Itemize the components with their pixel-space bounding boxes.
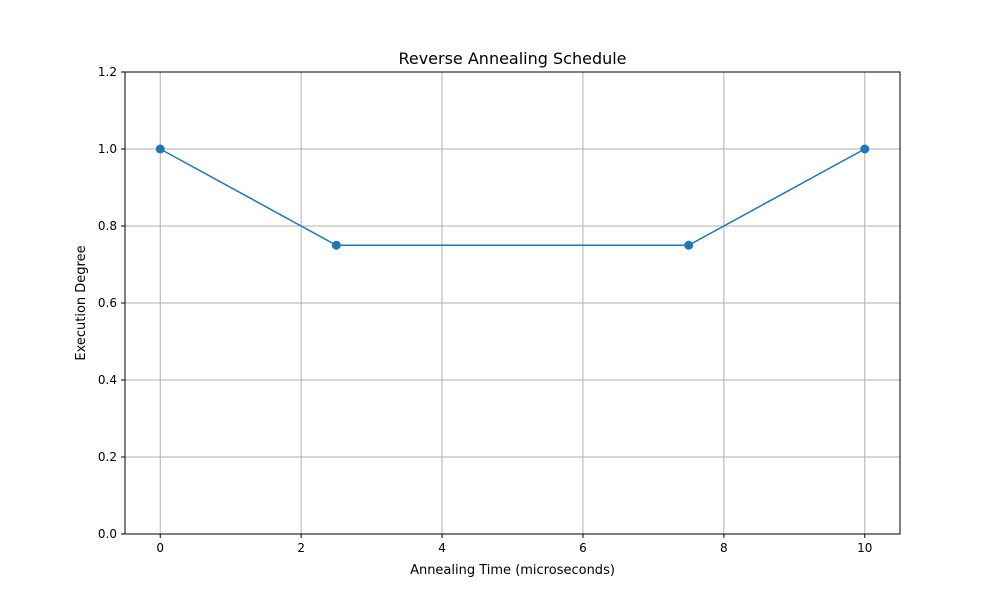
x-tick-label: 8 — [720, 541, 728, 555]
series-layer — [155, 144, 870, 250]
x-tick-label: 10 — [857, 541, 872, 555]
y-tick-label: 0.0 — [98, 527, 117, 541]
series-line — [159, 148, 866, 246]
grid — [125, 71, 900, 535]
x-tick-label: 0 — [156, 541, 164, 555]
data-point — [331, 240, 341, 250]
data-point — [155, 144, 165, 154]
y-tick-label: 0.8 — [98, 219, 117, 233]
x-tick-label: 6 — [579, 541, 587, 555]
y-tick-label: 0.2 — [98, 450, 117, 464]
chart-title: Reverse Annealing Schedule — [398, 49, 626, 68]
x-axis-ticks: 0 2 4 6 8 10 — [156, 534, 872, 555]
x-tick-label: 2 — [297, 541, 305, 555]
y-axis-ticks: 0.0 0.2 0.4 0.6 0.8 1.0 1.2 — [98, 65, 125, 541]
y-axis-label: Execution Degree — [74, 245, 89, 360]
x-tick-label: 4 — [438, 541, 446, 555]
y-tick-label: 1.0 — [98, 142, 117, 156]
data-point — [860, 144, 870, 154]
data-point — [684, 240, 694, 250]
y-tick-label: 0.6 — [98, 296, 117, 310]
y-tick-label: 0.4 — [98, 373, 117, 387]
y-tick-label: 1.2 — [98, 65, 117, 79]
x-axis-label: Annealing Time (microseconds) — [410, 563, 615, 578]
